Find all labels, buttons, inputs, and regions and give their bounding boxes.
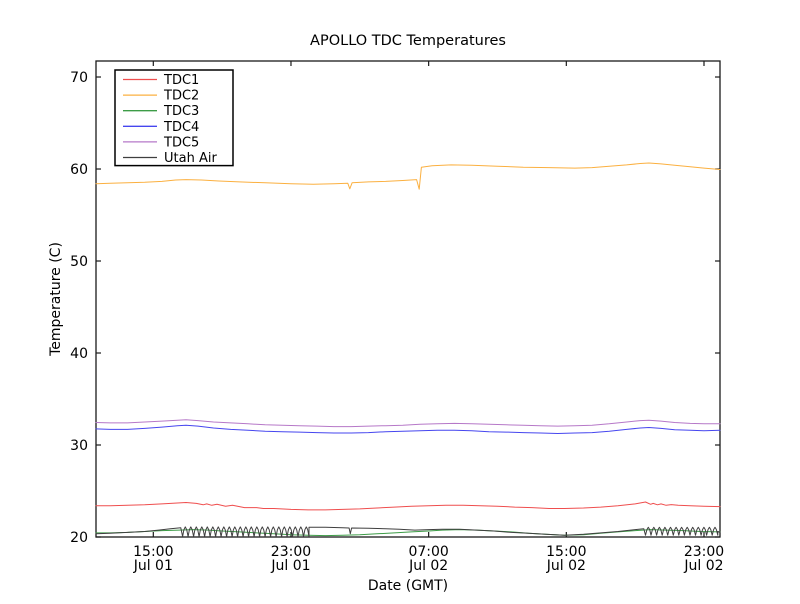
x-tick-label-time: 15:00 xyxy=(546,544,586,560)
x-tick-label-date: Jul 02 xyxy=(683,558,723,574)
x-tick-label-time: 15:00 xyxy=(133,544,173,560)
legend-label: TDC5 xyxy=(163,135,199,150)
legend-label: TDC2 xyxy=(163,89,199,104)
series-line-tdc4 xyxy=(95,424,721,434)
plot-frame xyxy=(95,60,721,538)
series-line-tdc2 xyxy=(95,162,721,190)
y-tick-label: 50 xyxy=(70,254,88,270)
series-line-utah-air xyxy=(95,526,721,537)
legend-label: TDC4 xyxy=(163,120,199,135)
y-axis-label: Temperature (C) xyxy=(48,242,64,357)
legend-label: TDC1 xyxy=(163,73,199,88)
x-tick-label-time: 23:00 xyxy=(684,544,724,560)
y-tick-label: 20 xyxy=(70,530,88,546)
legend-box xyxy=(114,69,234,167)
y-tick-label: 40 xyxy=(70,346,88,362)
legend-label: Utah Air xyxy=(164,151,217,166)
series-line-tdc1 xyxy=(95,501,721,511)
x-tick-label-date: Jul 02 xyxy=(546,558,586,574)
x-axis-label: Date (GMT) xyxy=(368,578,448,594)
y-tick-label: 60 xyxy=(70,162,88,178)
x-tick-label-time: 07:00 xyxy=(408,544,448,560)
x-tick-label-date: Jul 01 xyxy=(133,558,173,574)
y-tick-label: 30 xyxy=(70,438,88,454)
x-tick-label-date: Jul 01 xyxy=(270,558,310,574)
x-tick-label-time: 23:00 xyxy=(271,544,311,560)
chart-title: APOLLO TDC Temperatures xyxy=(310,33,506,49)
series-line-tdc5 xyxy=(95,419,721,428)
legend-label: TDC3 xyxy=(163,104,199,119)
x-tick-label-date: Jul 02 xyxy=(408,558,448,574)
y-tick-label: 70 xyxy=(70,70,88,86)
